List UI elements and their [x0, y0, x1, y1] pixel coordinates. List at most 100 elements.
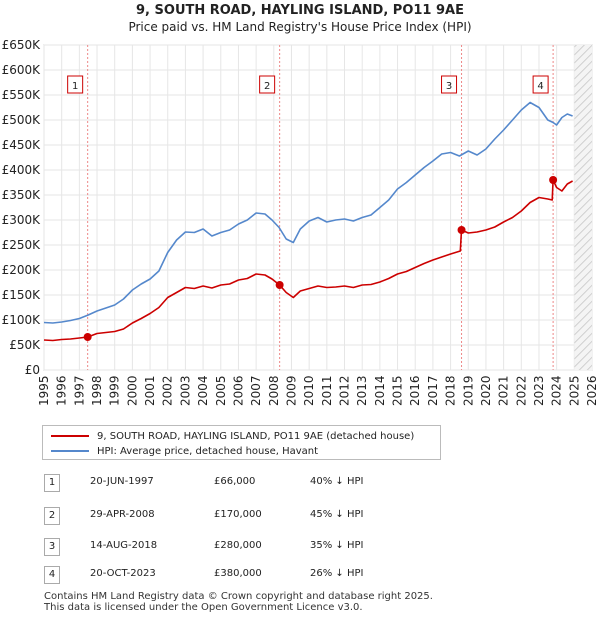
sale-badge-box [67, 75, 84, 94]
x-tick-label: 2006 [231, 375, 245, 406]
sale-hpi-diff: 26% ↓ HPI [310, 568, 364, 579]
sale-marker-badge: 1 [67, 75, 84, 94]
sale-marker-badge: 4 [532, 75, 549, 94]
plot-area [43, 44, 593, 371]
legend-swatch-property [51, 435, 89, 437]
x-tick-label: 2014 [373, 375, 387, 406]
x-tick-label: 2017 [426, 375, 440, 406]
sale-marker-badge: 3 [441, 75, 458, 94]
x-tick-label: 2004 [196, 375, 210, 406]
chart-title: 9, SOUTH ROAD, HAYLING ISLAND, PO11 9AE [136, 3, 464, 18]
sale-number-badge: 3 [44, 538, 60, 556]
legend-label-hpi: HPI: Average price, detached house, Hava… [97, 445, 319, 457]
sale-hpi-diff: 45% ↓ HPI [310, 509, 364, 520]
sale-badge-label: 3 [446, 81, 452, 92]
table-row: 2 29-APR-2008 £170,000 45% ↓ HPI [40, 507, 600, 525]
y-tick-label: £650K [2, 38, 42, 52]
x-tick-label: 2023 [532, 375, 546, 406]
sale-point [275, 281, 284, 289]
sale-price: £170,000 [214, 509, 262, 520]
sale-point [549, 176, 558, 184]
x-tick-label: 1997 [72, 375, 86, 406]
x-tick-label: 2018 [444, 375, 458, 406]
footer-copyright: Contains HM Land Registry data © Crown c… [44, 591, 433, 602]
sale-number-badge: 1 [44, 474, 60, 492]
sale-price: £380,000 [214, 568, 262, 579]
y-tick-label: £350K [2, 188, 42, 202]
x-tick-label: 2024 [550, 375, 564, 406]
table-row: 3 14-AUG-2018 £280,000 35% ↓ HPI [40, 538, 600, 556]
footer: Contains HM Land Registry data © Crown c… [44, 591, 433, 613]
x-tick-label: 2020 [479, 375, 493, 406]
x-tick-label: 2007 [249, 375, 263, 406]
y-tick-label: £600K [2, 63, 42, 77]
sale-badge-box [441, 75, 458, 94]
y-tick-label: £400K [2, 163, 42, 177]
table-row: 4 20-OCT-2023 £380,000 26% ↓ HPI [40, 566, 600, 584]
x-tick-label: 1999 [108, 375, 122, 406]
grid [43, 44, 593, 371]
y-tick-label: £0 [25, 363, 40, 377]
forecast-hatch [574, 0, 600, 23]
sale-date: 29-APR-2008 [90, 509, 155, 520]
legend-swatch-hpi [51, 450, 89, 452]
forecast-shade [574, 45, 592, 370]
sale-badge-label: 2 [264, 81, 270, 92]
sale-marker-badge: 2 [259, 75, 276, 94]
legend-item-hpi: HPI: Average price, detached house, Hava… [43, 444, 318, 458]
y-tick-label: £500K [2, 113, 42, 127]
sale-badge-box [259, 75, 276, 94]
x-tick-label: 2011 [320, 375, 334, 406]
footer-licence: This data is licensed under the Open Gov… [44, 602, 363, 613]
chart-subtitle: Price paid vs. HM Land Registry's House … [128, 20, 472, 34]
sale-hpi-diff: 40% ↓ HPI [310, 476, 364, 487]
legend-label-property: 9, SOUTH ROAD, HAYLING ISLAND, PO11 9AE … [97, 430, 415, 442]
forecast-hatch [574, 45, 578, 48]
x-tick-label: 2019 [461, 375, 475, 406]
x-tick-label: 2012 [338, 375, 352, 406]
y-tick-label: £550K [2, 88, 42, 102]
x-tick-label: 2025 [567, 375, 581, 406]
x-tick-label: 2008 [267, 375, 281, 406]
y-tick-label: £100K [2, 313, 42, 327]
x-tick-label: 2015 [391, 375, 405, 406]
y-tick-label: £50K [9, 338, 41, 352]
sale-points [83, 176, 558, 341]
x-tick-label: 2021 [497, 375, 511, 406]
sale-price: £280,000 [214, 540, 262, 551]
x-tick-label: 2001 [143, 375, 157, 406]
sale-date: 20-OCT-2023 [90, 568, 156, 579]
sale-point [83, 333, 92, 341]
y-axis-ticks: £0 £50K £100K £150K £200K £250K £300K £350K £400… [2, 38, 42, 377]
price-chart: 1 2 3 4 £0 £50K £100K £150K £200K £250K £300K £350… [2, 0, 600, 406]
y-tick-label: £200K [2, 263, 42, 277]
x-tick-label: 2016 [408, 375, 422, 406]
x-tick-label: 1996 [55, 375, 69, 406]
sale-badge-box [532, 75, 549, 94]
x-axis-ticks: 1995 1996 1997 1998 1999 2000 2001 2002 2003 2004… [37, 375, 599, 406]
sale-number-badge: 4 [44, 566, 60, 584]
sale-point [457, 226, 466, 234]
sale-number-badge: 2 [44, 507, 60, 525]
x-tick-label: 2026 [585, 375, 599, 406]
table-row: 1 20-JUN-1997 £66,000 40% ↓ HPI [40, 474, 600, 492]
x-tick-label: 1998 [90, 375, 104, 406]
forecast-hatch [574, 0, 600, 39]
sale-date: 20-JUN-1997 [90, 476, 154, 487]
x-tick-label: 2003 [178, 375, 192, 406]
x-tick-label: 2002 [161, 375, 175, 406]
sale-badge-label: 1 [72, 81, 78, 92]
y-tick-label: £450K [2, 138, 42, 152]
legend-item-property: 9, SOUTH ROAD, HAYLING ISLAND, PO11 9AE … [43, 429, 414, 443]
y-tick-label: £300K [2, 213, 42, 227]
forecast-hatch [574, 0, 600, 15]
y-tick-label: £250K [2, 238, 42, 252]
x-tick-label: 2000 [125, 375, 139, 406]
sale-date: 14-AUG-2018 [90, 540, 158, 551]
forecast-hatch [574, 0, 600, 31]
x-tick-label: 2009 [284, 375, 298, 406]
sale-price: £66,000 [214, 476, 256, 487]
series-line-hpi [43, 101, 573, 324]
x-tick-label: 2013 [355, 375, 369, 406]
y-tick-label: £150K [2, 288, 42, 302]
